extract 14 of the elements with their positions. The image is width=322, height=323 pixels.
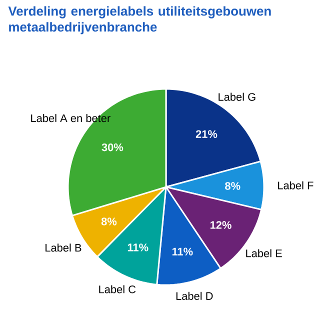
data-label: 11% — [128, 244, 148, 252]
slice-label: Label D — [176, 292, 213, 300]
chart-title: Verdeling energielabels utiliteitsgebouwen metaalbedrijvenbranche — [8, 6, 271, 34]
slice-label: Label B — [46, 244, 82, 252]
data-label: 11% — [172, 248, 193, 256]
slice-label: Label G — [218, 92, 256, 101]
data-label: 8% — [101, 218, 117, 226]
data-label: 8% — [225, 182, 240, 190]
slice-label: Label E — [246, 249, 282, 258]
slice-label: Label F — [278, 181, 314, 190]
slice-label: Label C — [99, 285, 136, 294]
data-label: 30% — [102, 143, 124, 152]
data-label: 21% — [196, 130, 218, 138]
data-label: 12% — [210, 221, 232, 229]
